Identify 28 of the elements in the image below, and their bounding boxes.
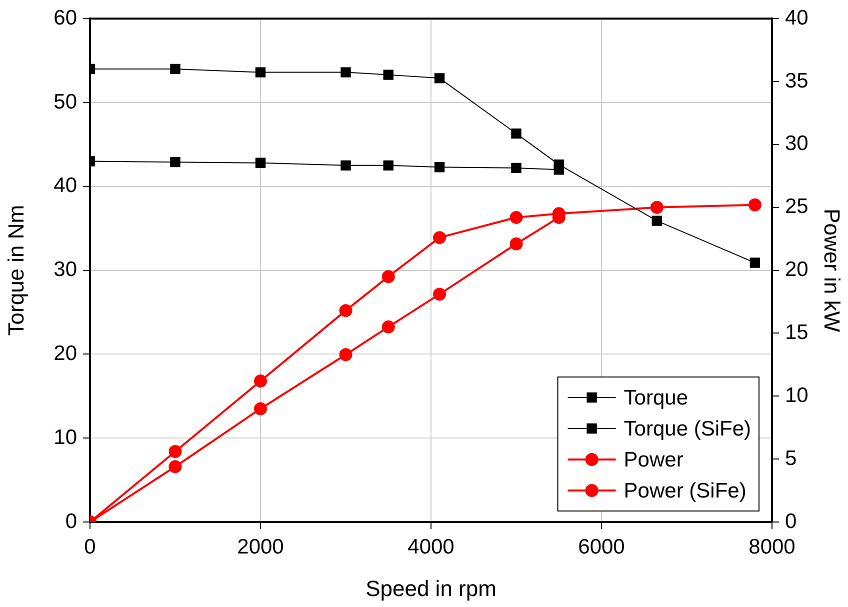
x-tick-label: 4000 (408, 535, 454, 558)
x-tick-label: 2000 (237, 535, 284, 558)
legend-label: Power (SiFe) (624, 479, 746, 502)
y-tick-label: 10 (54, 426, 77, 449)
y-tick-label: 30 (54, 258, 77, 282)
y-tick-label: 40 (54, 174, 77, 198)
y2-tick-label: 15 (785, 321, 808, 344)
y2-tick-label: 40 (785, 6, 808, 30)
y-tick-label: 50 (54, 90, 77, 114)
y2-tick-label: 0 (785, 510, 797, 533)
y-tick-label: 0 (65, 510, 77, 533)
x-axis-title: Speed in rpm (366, 576, 496, 601)
legend-label: Torque (SiFe) (624, 417, 752, 440)
y-tick-label: 60 (54, 6, 77, 30)
y2-axis-title: Power in kW (820, 208, 845, 332)
legend-label: Power (624, 448, 684, 472)
y2-tick-label: 30 (785, 132, 808, 156)
legend-label: Torque (624, 386, 688, 410)
y2-tick-label: 35 (785, 69, 808, 92)
x-tick-label: 6000 (578, 535, 625, 558)
y-tick-label: 20 (54, 342, 77, 365)
y2-tick-label: 10 (785, 384, 808, 407)
y2-tick-label: 25 (785, 195, 808, 218)
x-tick-label: 8000 (748, 535, 796, 558)
y-axis-title: Torque in Nm (3, 204, 28, 336)
x-tick-label: 0 (84, 535, 96, 558)
y2-tick-label: 20 (785, 258, 808, 282)
y2-tick-label: 5 (785, 446, 797, 470)
